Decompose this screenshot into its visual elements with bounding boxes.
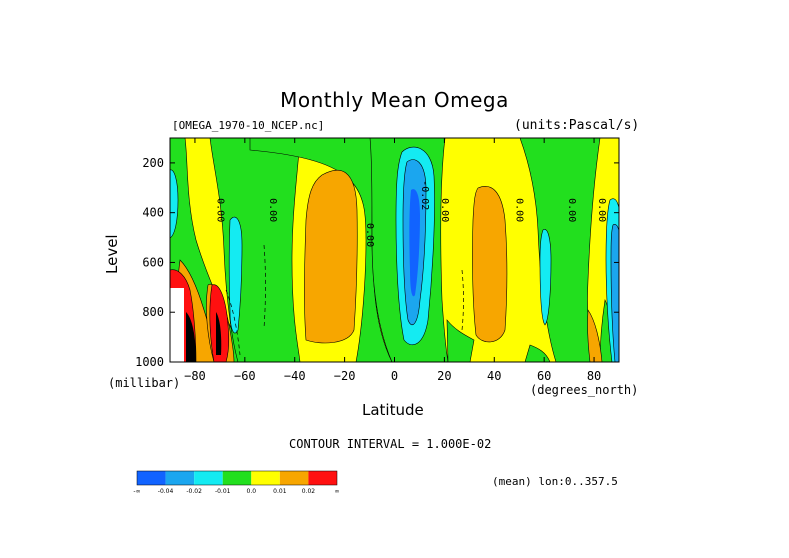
- mean-longitude-label: (mean) lon:0..357.5: [492, 475, 618, 488]
- x-tick-label: −80: [184, 369, 206, 383]
- x-tick-label: 40: [487, 369, 501, 383]
- missing-data-region: [170, 288, 184, 362]
- colorbar-swatch: [137, 471, 166, 485]
- colorbar-label: -0.01: [215, 488, 231, 495]
- contour-labels: 0.00 0.00 0.00 -0.02 0.00 0.00 0.00 0.00: [214, 180, 607, 247]
- colorbar-swatch: [279, 471, 309, 485]
- colorbar-swatch: [251, 471, 280, 485]
- x-axis-unit: (degrees_north): [530, 383, 639, 397]
- colorbar: -∞ -0.04 -0.02 -0.01 0.0 0.01 0.02 ∞: [133, 470, 340, 495]
- x-tick-label: 60: [537, 369, 551, 383]
- colorbar-frame: [136, 470, 338, 486]
- contour-label: 0.00: [439, 198, 450, 222]
- colorbar-label: -0.04: [158, 488, 174, 495]
- y-axis-ticks: 200 400 600 800 1000: [135, 156, 619, 369]
- contour-label: -0.02: [419, 180, 430, 210]
- colorbar-label: 0.0: [247, 488, 257, 495]
- x-tick-label: −60: [234, 369, 256, 383]
- band-negative-extreme: [409, 189, 420, 297]
- colorbar-label: -0.02: [186, 488, 202, 495]
- colorbar-label: 0.02: [302, 488, 316, 495]
- y-tick-label: 400: [142, 206, 164, 220]
- x-axis-ticks: −80 −60 −40 −20 0 20 40 60 80: [184, 138, 601, 383]
- colorbar-swatch: [222, 471, 252, 485]
- x-tick-label: −40: [284, 369, 306, 383]
- contour-label: 0.00: [214, 198, 225, 222]
- y-tick-label: 200: [142, 156, 164, 170]
- y-tick-label: 800: [142, 305, 164, 319]
- colorbar-label: -∞: [133, 488, 140, 495]
- contour-label: 0.00: [267, 198, 278, 222]
- contour-label: 0.00: [514, 198, 525, 222]
- x-tick-label: 20: [437, 369, 451, 383]
- y-tick-label: 1000: [135, 355, 164, 369]
- contour-label: 0.00: [596, 198, 607, 222]
- chart-title: Monthly Mean Omega: [280, 88, 509, 112]
- colorbar-label: ∞: [335, 488, 340, 495]
- contour-label: 0.00: [566, 198, 577, 222]
- units-label: (units:Pascal/s): [514, 118, 640, 133]
- colorbar-swatch: [194, 471, 223, 485]
- negative-contour-lines: [225, 244, 464, 356]
- x-axis-label: Latitude: [362, 401, 424, 419]
- x-tick-label: −20: [334, 369, 356, 383]
- plot-area: 0.00 0.00 0.00 -0.02 0.00 0.00 0.00 0.00: [170, 138, 619, 362]
- x-tick-label: 0: [391, 369, 398, 383]
- y-tick-label: 600: [142, 255, 164, 269]
- band-positive-extreme: [186, 312, 222, 362]
- contour-label: 0.00: [364, 223, 375, 247]
- x-tick-label: 80: [587, 369, 601, 383]
- dataset-label: [OMEGA_1970-10_NCEP.nc]: [172, 119, 325, 132]
- contour-interval-label: CONTOUR INTERVAL = 1.000E-02: [289, 437, 492, 451]
- y-axis-unit: (millibar): [108, 376, 181, 390]
- colorbar-label: 0.01: [273, 488, 287, 495]
- colorbar-swatch: [165, 471, 195, 485]
- colorbar-swatch: [308, 471, 337, 485]
